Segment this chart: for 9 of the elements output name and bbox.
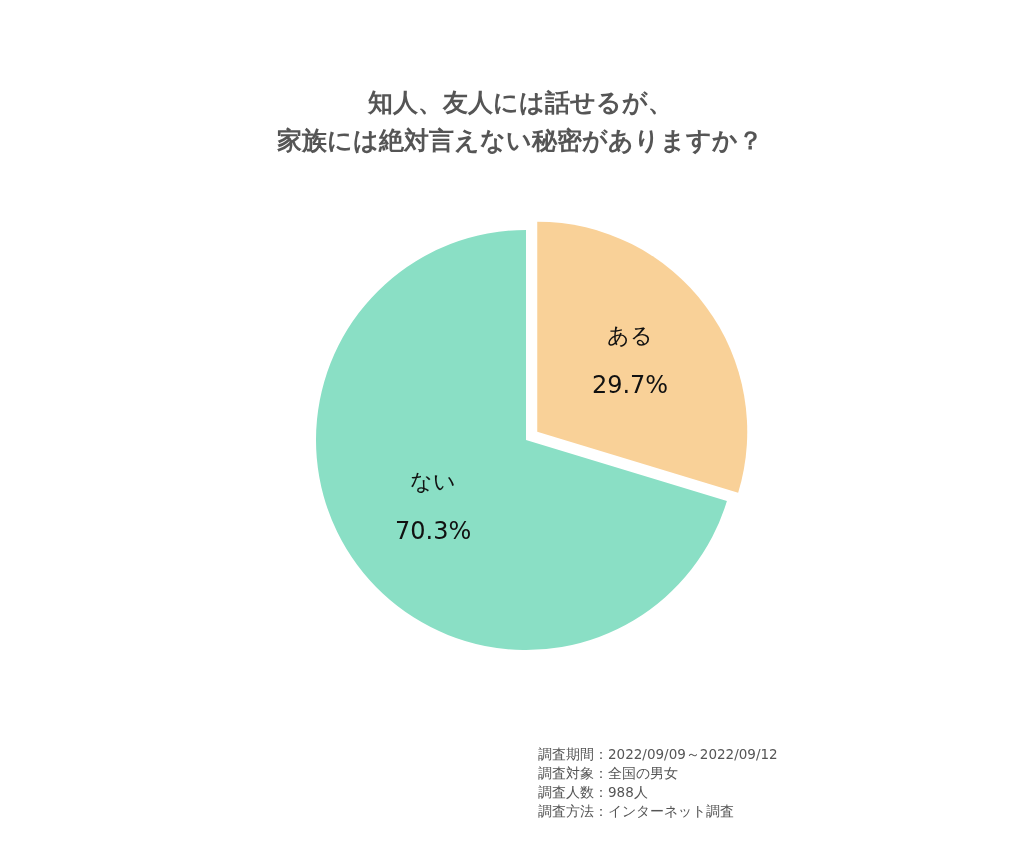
text: 調査人数：988人: [538, 784, 648, 800]
text: 調査期間：2022/09/09～2022/09/12: [538, 746, 778, 762]
data-label: 29.7%: [591, 370, 669, 399]
slice-label: ない: [410, 468, 457, 494]
slice-label: ある: [607, 322, 654, 348]
text: 調査方法：インターネット調査: [538, 803, 734, 819]
data-label: 70.3%: [395, 516, 472, 545]
text: 調査対象：全国の男女: [538, 765, 678, 781]
chart-title: 知人、友人には話せるが、家族には絶対言えない秘密がありますか？: [276, 88, 763, 155]
